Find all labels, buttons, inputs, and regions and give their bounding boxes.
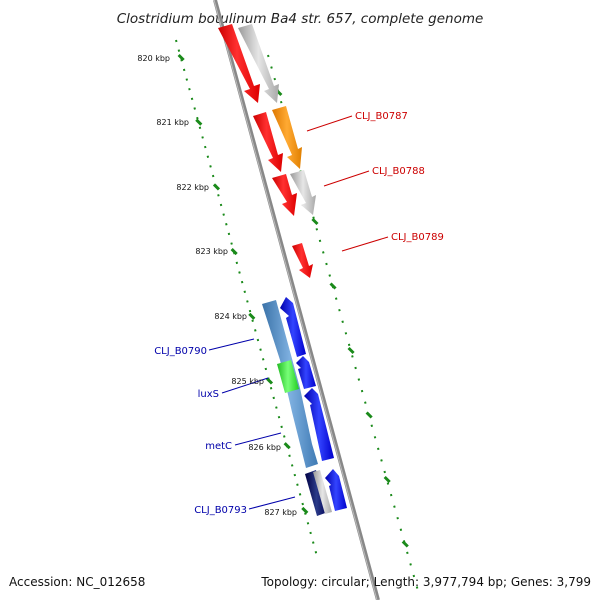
tick-label: 821 kbp xyxy=(156,118,189,127)
major-tick xyxy=(401,540,409,548)
gene-label: metC xyxy=(205,441,232,452)
major-tick xyxy=(347,346,355,355)
gene-arrow-blue xyxy=(325,469,347,511)
right-strand-genes xyxy=(238,24,347,511)
left-strand-genes xyxy=(218,24,332,516)
major-tick xyxy=(311,217,319,226)
gene-grey xyxy=(313,470,332,514)
major-tick xyxy=(283,442,291,450)
leader-line xyxy=(208,338,255,351)
gene-label: CLJ_B0790 xyxy=(154,346,207,357)
tick-label: 822 kbp xyxy=(176,183,209,192)
gene-arrow-orange xyxy=(272,106,302,169)
gene-label: CLJ_B0793 xyxy=(194,505,247,516)
major-tick xyxy=(365,411,373,419)
major-tick xyxy=(329,282,337,290)
leader-line xyxy=(341,236,389,252)
tick-labels: 820 kbp 821 kbp 822 kbp 823 kbp 824 kbp … xyxy=(137,54,297,517)
major-tick xyxy=(230,248,238,256)
gene-label: luxS xyxy=(198,389,219,400)
genome-backbone-highlight xyxy=(213,0,378,600)
major-tick xyxy=(195,118,203,126)
major-tick xyxy=(177,53,185,62)
label-leaders xyxy=(208,115,389,510)
tick-label: 827 kbp xyxy=(264,508,297,517)
gene-arrow-red xyxy=(218,24,260,103)
topology-text: Topology: circular; Length: 3,977,794 bp… xyxy=(260,575,591,589)
leader-line xyxy=(234,432,282,446)
gene-green-luxS xyxy=(277,360,299,393)
genome-backbone xyxy=(213,0,380,600)
gene-label: CLJ_B0789 xyxy=(391,232,444,243)
gene-arrow-grey xyxy=(238,24,279,103)
gene-label: CLJ_B0788 xyxy=(372,166,425,177)
tick-label: 824 kbp xyxy=(214,312,247,321)
gene-arrow-grey xyxy=(290,170,316,215)
tick-marks xyxy=(177,53,309,514)
leader-line xyxy=(221,377,269,394)
tick-label: 820 kbp xyxy=(137,54,170,63)
major-tick xyxy=(301,506,309,514)
leader-line xyxy=(306,115,353,132)
tick-label: 823 kbp xyxy=(195,247,228,256)
tick-label: 825 kbp xyxy=(231,377,264,386)
gene-arrow-red xyxy=(272,174,297,216)
gene-arrow-red xyxy=(292,243,313,278)
gene-arrow-red xyxy=(253,112,283,172)
major-tick xyxy=(383,475,391,484)
outer-dotted-track xyxy=(267,54,421,599)
outer-tick-track xyxy=(267,54,421,599)
major-tick xyxy=(265,377,274,385)
gene-label: CLJ_B0787 xyxy=(355,111,408,122)
tick-label: 826 kbp xyxy=(248,443,281,452)
major-tick xyxy=(248,312,256,320)
major-tick xyxy=(212,183,221,191)
leader-line xyxy=(248,496,296,510)
accession-text: Accession: NC_012658 xyxy=(9,575,145,589)
map-title: Clostridium botulinum Ba4 str. 657, comp… xyxy=(117,11,484,27)
gene-labels: CLJ_B0787 CLJ_B0788 CLJ_B0789 CLJ_B0790 … xyxy=(154,111,444,516)
gene-arrow-blue xyxy=(304,388,334,461)
gene-arrow-blue xyxy=(296,356,316,389)
leader-line xyxy=(323,170,370,187)
gene-arrow-blue xyxy=(280,297,306,357)
gene-navy xyxy=(305,470,328,516)
